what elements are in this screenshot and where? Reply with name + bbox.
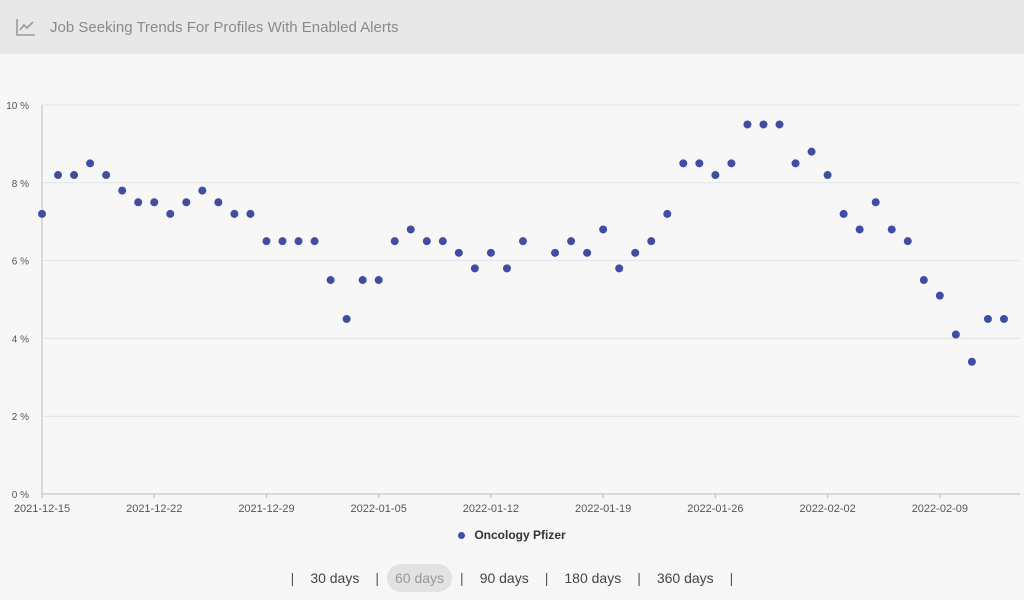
data-point [518,237,527,246]
data-point [583,248,592,257]
data-point [727,159,736,168]
data-point [310,237,319,246]
data-point [695,159,704,168]
data-point [567,237,576,246]
data-point [150,198,159,207]
x-tick-label: 2021-12-22 [126,503,182,515]
data-point [887,225,896,234]
data-point [166,209,175,218]
x-tick-label: 2021-12-15 [14,503,70,515]
data-point [551,248,560,257]
data-point [278,237,287,246]
data-point [230,209,239,218]
header-bar: Job Seeking Trends For Profiles With Ena… [0,0,1024,54]
y-tick-label: 2 % [12,412,29,423]
data-point [791,159,800,168]
data-point [871,198,880,207]
data-point [903,237,912,246]
data-point [54,171,63,180]
data-point [502,264,511,273]
data-point [118,186,127,195]
data-point [759,120,768,129]
chart-legend[interactable]: Oncology Pfizer [0,528,1024,542]
range-separator: | [637,570,641,586]
x-tick-label: 2022-01-12 [463,503,519,515]
data-point [999,314,1008,323]
data-point [262,237,271,246]
range-separator: | [544,570,549,586]
range-180-days-button[interactable]: 180 days [564,570,622,586]
data-point [855,225,864,234]
x-tick-label: 2022-02-02 [799,503,855,515]
data-point [438,237,447,246]
data-point [294,237,303,246]
range-separator: | [375,570,379,586]
x-tick-label: 2021-12-29 [238,503,294,515]
data-point [919,276,928,285]
data-point [422,237,431,246]
y-tick-label: 10 % [6,101,29,112]
data-point [631,248,640,257]
data-point [599,225,608,234]
range-360-days-button[interactable]: 360 days [656,570,714,586]
data-point [743,120,752,129]
legend-label: Oncology Pfizer [474,528,566,542]
data-point [214,198,223,207]
data-point [182,198,191,207]
x-tick-label: 2022-01-19 [575,503,631,515]
data-point [102,171,111,180]
y-tick-label: 8 % [12,179,29,190]
data-point [967,357,976,366]
data-point [86,159,95,168]
data-point [70,171,79,180]
y-tick-label: 0 % [12,490,29,501]
data-point [615,264,624,273]
data-point [935,291,944,300]
data-point [775,120,784,129]
data-point [807,147,816,156]
line-chart-icon [16,16,38,38]
data-point [951,330,960,339]
data-point [823,171,832,180]
data-point [647,237,656,246]
data-point [454,248,463,257]
data-point [390,237,399,246]
data-point [406,225,415,234]
range-separator: | [290,570,295,586]
data-point [246,209,255,218]
page-title: Job Seeking Trends For Profiles With Ena… [50,18,399,36]
data-point [38,209,46,218]
y-tick-label: 4 % [12,334,29,345]
range-60-days-button[interactable]: 60 days [387,564,453,592]
range-separator: | [460,570,464,586]
data-point [679,159,688,168]
range-30-days-button[interactable]: 30 days [310,570,360,586]
range-separator: | [729,570,734,586]
scatter-chart: 0 % 2 % 4 % 6 % 8 % 10 % 2021-12-15 2021-12-22 2… [6,101,1020,515]
data-point [711,171,720,180]
data-point [663,209,672,218]
x-tick-label: 2022-02-09 [912,503,968,515]
data-point [134,198,143,207]
data-point [358,276,367,285]
x-tick-label: 2022-01-26 [687,503,743,515]
data-point [470,264,479,273]
range-selector: | 30 days | 60 days | 90 days | 180 days… [0,564,1024,592]
data-point [326,276,335,285]
range-90-days-button[interactable]: 90 days [479,570,529,586]
y-tick-label: 6 % [12,257,29,268]
x-tick-label: 2022-01-05 [351,503,407,515]
data-point [486,248,495,257]
data-point [839,209,848,218]
data-point [374,276,383,285]
data-point [342,314,351,323]
legend-marker [458,531,466,539]
data-point [198,186,207,195]
data-point [983,314,992,323]
